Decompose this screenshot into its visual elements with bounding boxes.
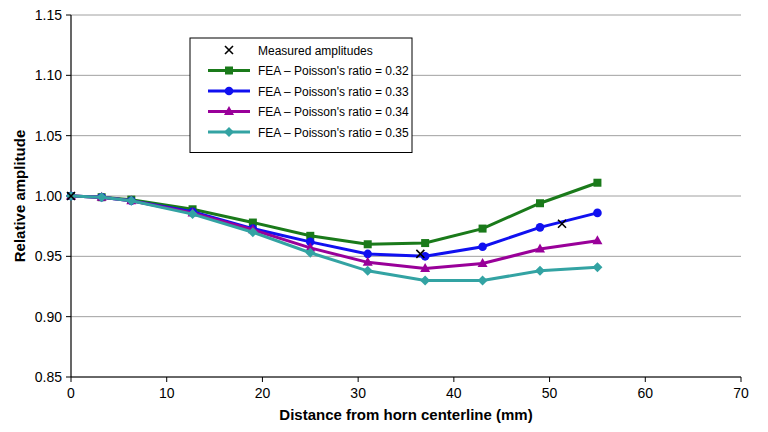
chart: 0.85 0.90 0.95 1.00 1.05 1.10 1.15 0 10 20 30 40 50 6… — [0, 0, 768, 432]
grid-line — [71, 196, 741, 197]
tick-mark — [71, 377, 72, 382]
tick-mark — [66, 135, 71, 136]
data-point — [363, 266, 373, 276]
legend-marker — [225, 67, 233, 75]
legend-label: FEA – Poisson's ratio = 0.33 — [258, 85, 409, 99]
data-point — [592, 262, 602, 272]
legend-label: FEA – Poisson's ratio = 0.32 — [258, 64, 409, 78]
legend-marker — [224, 106, 234, 115]
tick-mark — [66, 316, 71, 317]
data-point — [67, 192, 75, 200]
data-point — [416, 250, 424, 258]
data-point — [535, 244, 545, 253]
legend: Measured amplitudes FEA – Poisson's ratio… — [190, 38, 412, 153]
grid-line — [71, 15, 741, 16]
data-point — [536, 223, 545, 232]
x-tick-label: 10 — [159, 385, 175, 401]
legend-label: Measured amplitudes — [258, 44, 373, 58]
tick-mark — [549, 377, 550, 382]
tick-mark — [741, 377, 742, 382]
tick-mark — [66, 75, 71, 76]
data-point — [67, 192, 76, 201]
tick-mark — [66, 377, 71, 378]
y-axis-label: Relative amplitude — [11, 130, 28, 263]
background — [0, 0, 768, 432]
x-tick-label: 0 — [67, 385, 75, 401]
y-tick-label: 1.05 — [35, 128, 62, 144]
data-point — [479, 225, 487, 233]
data-point — [248, 227, 258, 237]
data-point — [305, 248, 315, 258]
y-tick-label: 0.95 — [35, 248, 62, 264]
tick-mark — [66, 15, 71, 16]
series — [67, 179, 601, 249]
x-tick-label: 40 — [446, 385, 462, 401]
data-point — [66, 191, 76, 201]
series — [67, 192, 602, 261]
tick-mark — [453, 377, 454, 382]
grid-line — [71, 377, 741, 378]
tick-mark — [166, 377, 167, 382]
data-point — [593, 179, 601, 187]
series-line — [71, 196, 597, 268]
data-point — [536, 199, 544, 207]
grid-line — [71, 316, 741, 317]
y-tick-label: 1.15 — [35, 7, 62, 23]
data-point — [535, 266, 545, 276]
legend-box — [190, 38, 412, 153]
data-point — [420, 263, 430, 272]
legend-marker — [224, 127, 234, 137]
tick-mark — [262, 377, 263, 382]
data-point — [558, 220, 566, 228]
data-point — [126, 196, 136, 206]
x-tick-label: 50 — [542, 385, 558, 401]
tick-mark — [66, 256, 71, 257]
tick-mark — [358, 377, 359, 382]
data-point — [593, 209, 602, 218]
series — [66, 191, 602, 285]
x-tick-label: 20 — [255, 385, 271, 401]
data-point — [97, 192, 107, 202]
y-tick-label: 1.00 — [35, 188, 62, 204]
plot-area — [66, 179, 602, 286]
legend-marker — [225, 46, 233, 54]
legend-marker — [225, 87, 234, 96]
x-tick-label: 30 — [350, 385, 366, 401]
y-tick-label: 0.90 — [35, 309, 62, 325]
data-point — [421, 239, 429, 247]
y-tick-label: 1.10 — [35, 67, 62, 83]
tick-mark — [645, 377, 646, 382]
x-axis — [71, 376, 741, 377]
x-tick-label: 60 — [637, 385, 653, 401]
data-point — [188, 209, 198, 219]
x-axis-label: Distance from horn centerline (mm) — [279, 406, 532, 423]
series-line — [71, 196, 597, 280]
data-point — [478, 275, 488, 285]
legend-label: FEA – Poisson's ratio = 0.34 — [258, 105, 409, 119]
data-point — [420, 275, 430, 285]
legend-label: FEA – Poisson's ratio = 0.35 — [258, 126, 409, 140]
data-point — [364, 240, 372, 248]
data-point — [363, 257, 373, 266]
data-point — [67, 192, 75, 200]
data-point — [478, 242, 487, 251]
series — [67, 192, 566, 258]
data-point — [592, 235, 602, 244]
y-tick-label: 0.85 — [35, 369, 62, 385]
x-tick-label: 70 — [733, 385, 749, 401]
data-point — [478, 258, 488, 267]
